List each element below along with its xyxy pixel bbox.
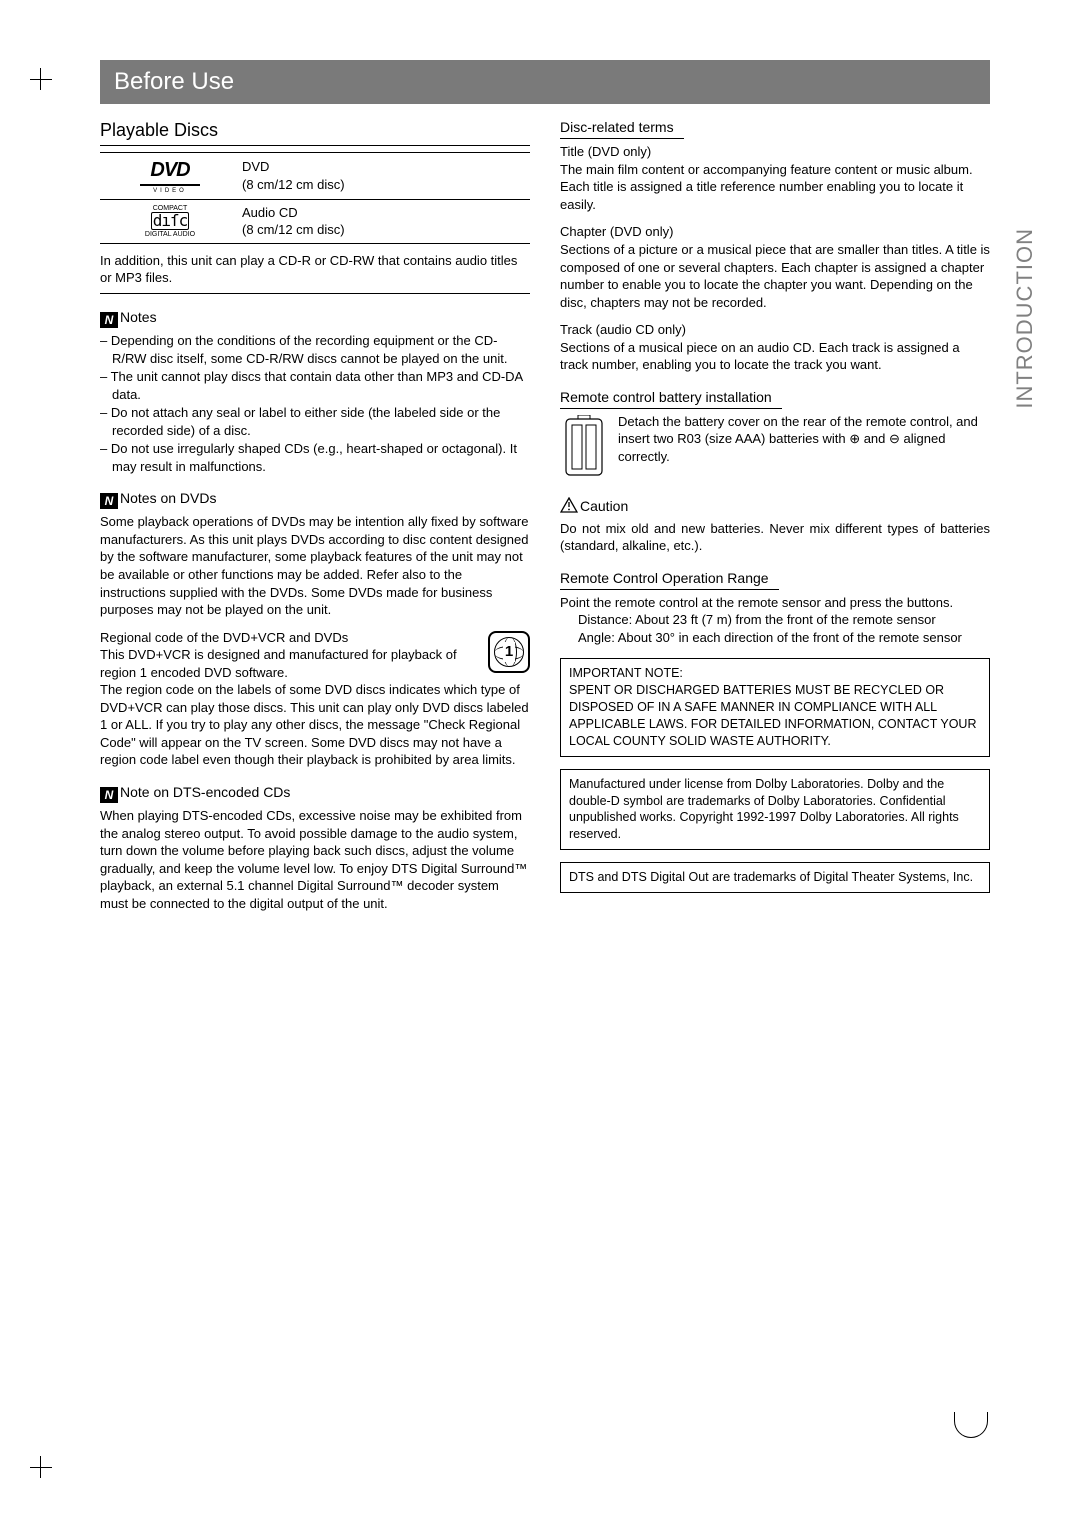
term-title-head: Title (DVD only) [560, 143, 990, 161]
term-track-head: Track (audio CD only) [560, 321, 990, 339]
disc-table: DVD VIDEO DVD (8 cm/12 cm disc) COMPACT … [100, 152, 530, 244]
note-icon: N [100, 787, 118, 803]
dts-box: DTS and DTS Digital Out are trademarks o… [560, 862, 990, 893]
dolby-box: Manufactured under license from Dolby La… [560, 769, 990, 851]
notes-dvd-body: Some playback operations of DVDs may be … [100, 513, 530, 618]
list-item: Depending on the conditions of the recor… [112, 332, 530, 367]
note-icon: N [100, 312, 118, 328]
notes-dvd-heading: NNotes on DVDs [100, 489, 530, 509]
remote-battery-icon [560, 415, 608, 479]
addition-note: In addition, this unit can play a CD-R o… [100, 252, 530, 294]
notes-list: Depending on the conditions of the recor… [100, 332, 530, 475]
battery-section: Detach the battery cover on the rear of … [560, 413, 990, 483]
note-icon: N [100, 493, 118, 509]
term-track-body: Sections of a musical piece on an audio … [560, 339, 990, 374]
dts-body: When playing DTS-encoded CDs, excessive … [100, 807, 530, 912]
term-chapter-body: Sections of a picture or a musical piece… [560, 241, 990, 311]
cd-logo: COMPACT dıſc DIGITAL AUDIO [100, 199, 240, 243]
terms-heading: Disc-related terms [560, 118, 990, 139]
table-row: COMPACT dıſc DIGITAL AUDIO Audio CD (8 c… [100, 199, 530, 243]
disc-desc: Audio CD (8 cm/12 cm disc) [240, 199, 530, 243]
crop-mark [30, 1467, 52, 1468]
important-head: IMPORTANT NOTE: [569, 665, 981, 682]
range-heading: Remote Control Operation Range [560, 569, 990, 590]
important-body: SPENT OR DISCHARGED BATTERIES MUST BE RE… [569, 682, 981, 750]
caution-icon [560, 497, 578, 513]
right-column: Disc-related terms Title (DVD only) The … [560, 118, 990, 922]
region-body1: This DVD+VCR is designed and manufacture… [100, 646, 530, 681]
range-intro: Point the remote control at the remote s… [560, 594, 990, 612]
list-item: The unit cannot play discs that contain … [112, 368, 530, 403]
list-item: Do not use irregularly shaped CDs (e.g.,… [112, 440, 530, 475]
page: Before Use Playable Discs DVD VIDEO DVD … [0, 0, 1080, 982]
term-chapter-head: Chapter (DVD only) [560, 223, 990, 241]
term-title-body: The main film content or accompanying fe… [560, 161, 990, 214]
caution-body: Do not mix old and new batteries. Never … [560, 520, 990, 555]
region-section: 1 Regional code of the DVD+VCR and DVDs … [100, 629, 530, 769]
region-body2: The region code on the labels of some DV… [100, 681, 530, 769]
battery-body: Detach the battery cover on the rear of … [560, 413, 990, 466]
region-head: Regional code of the DVD+VCR and DVDs [100, 629, 530, 647]
dvd-logo: DVD VIDEO [100, 152, 240, 199]
region-globe-icon: 1 [488, 631, 530, 673]
range-distance: Distance: About 23 ft (7 m) from the fro… [560, 611, 990, 629]
disc-desc: DVD (8 cm/12 cm disc) [240, 152, 530, 199]
range-angle: Angle: About 30° in each direction of th… [560, 629, 990, 647]
caution-heading: Caution [560, 497, 990, 516]
list-item: Do not attach any seal or label to eithe… [112, 404, 530, 439]
dts-heading: NNote on DTS-encoded CDs [100, 783, 530, 803]
section-playable-discs: Playable Discs [100, 118, 530, 145]
battery-heading: Remote control battery installation [560, 388, 990, 409]
notes-heading: NNotes [100, 308, 530, 328]
left-column: Playable Discs DVD VIDEO DVD (8 cm/12 cm… [100, 118, 530, 922]
important-note-box: IMPORTANT NOTE: SPENT OR DISCHARGED BATT… [560, 658, 990, 756]
page-number-circle [954, 1412, 988, 1438]
table-row: DVD VIDEO DVD (8 cm/12 cm disc) [100, 152, 530, 199]
page-header: Before Use [100, 60, 990, 104]
